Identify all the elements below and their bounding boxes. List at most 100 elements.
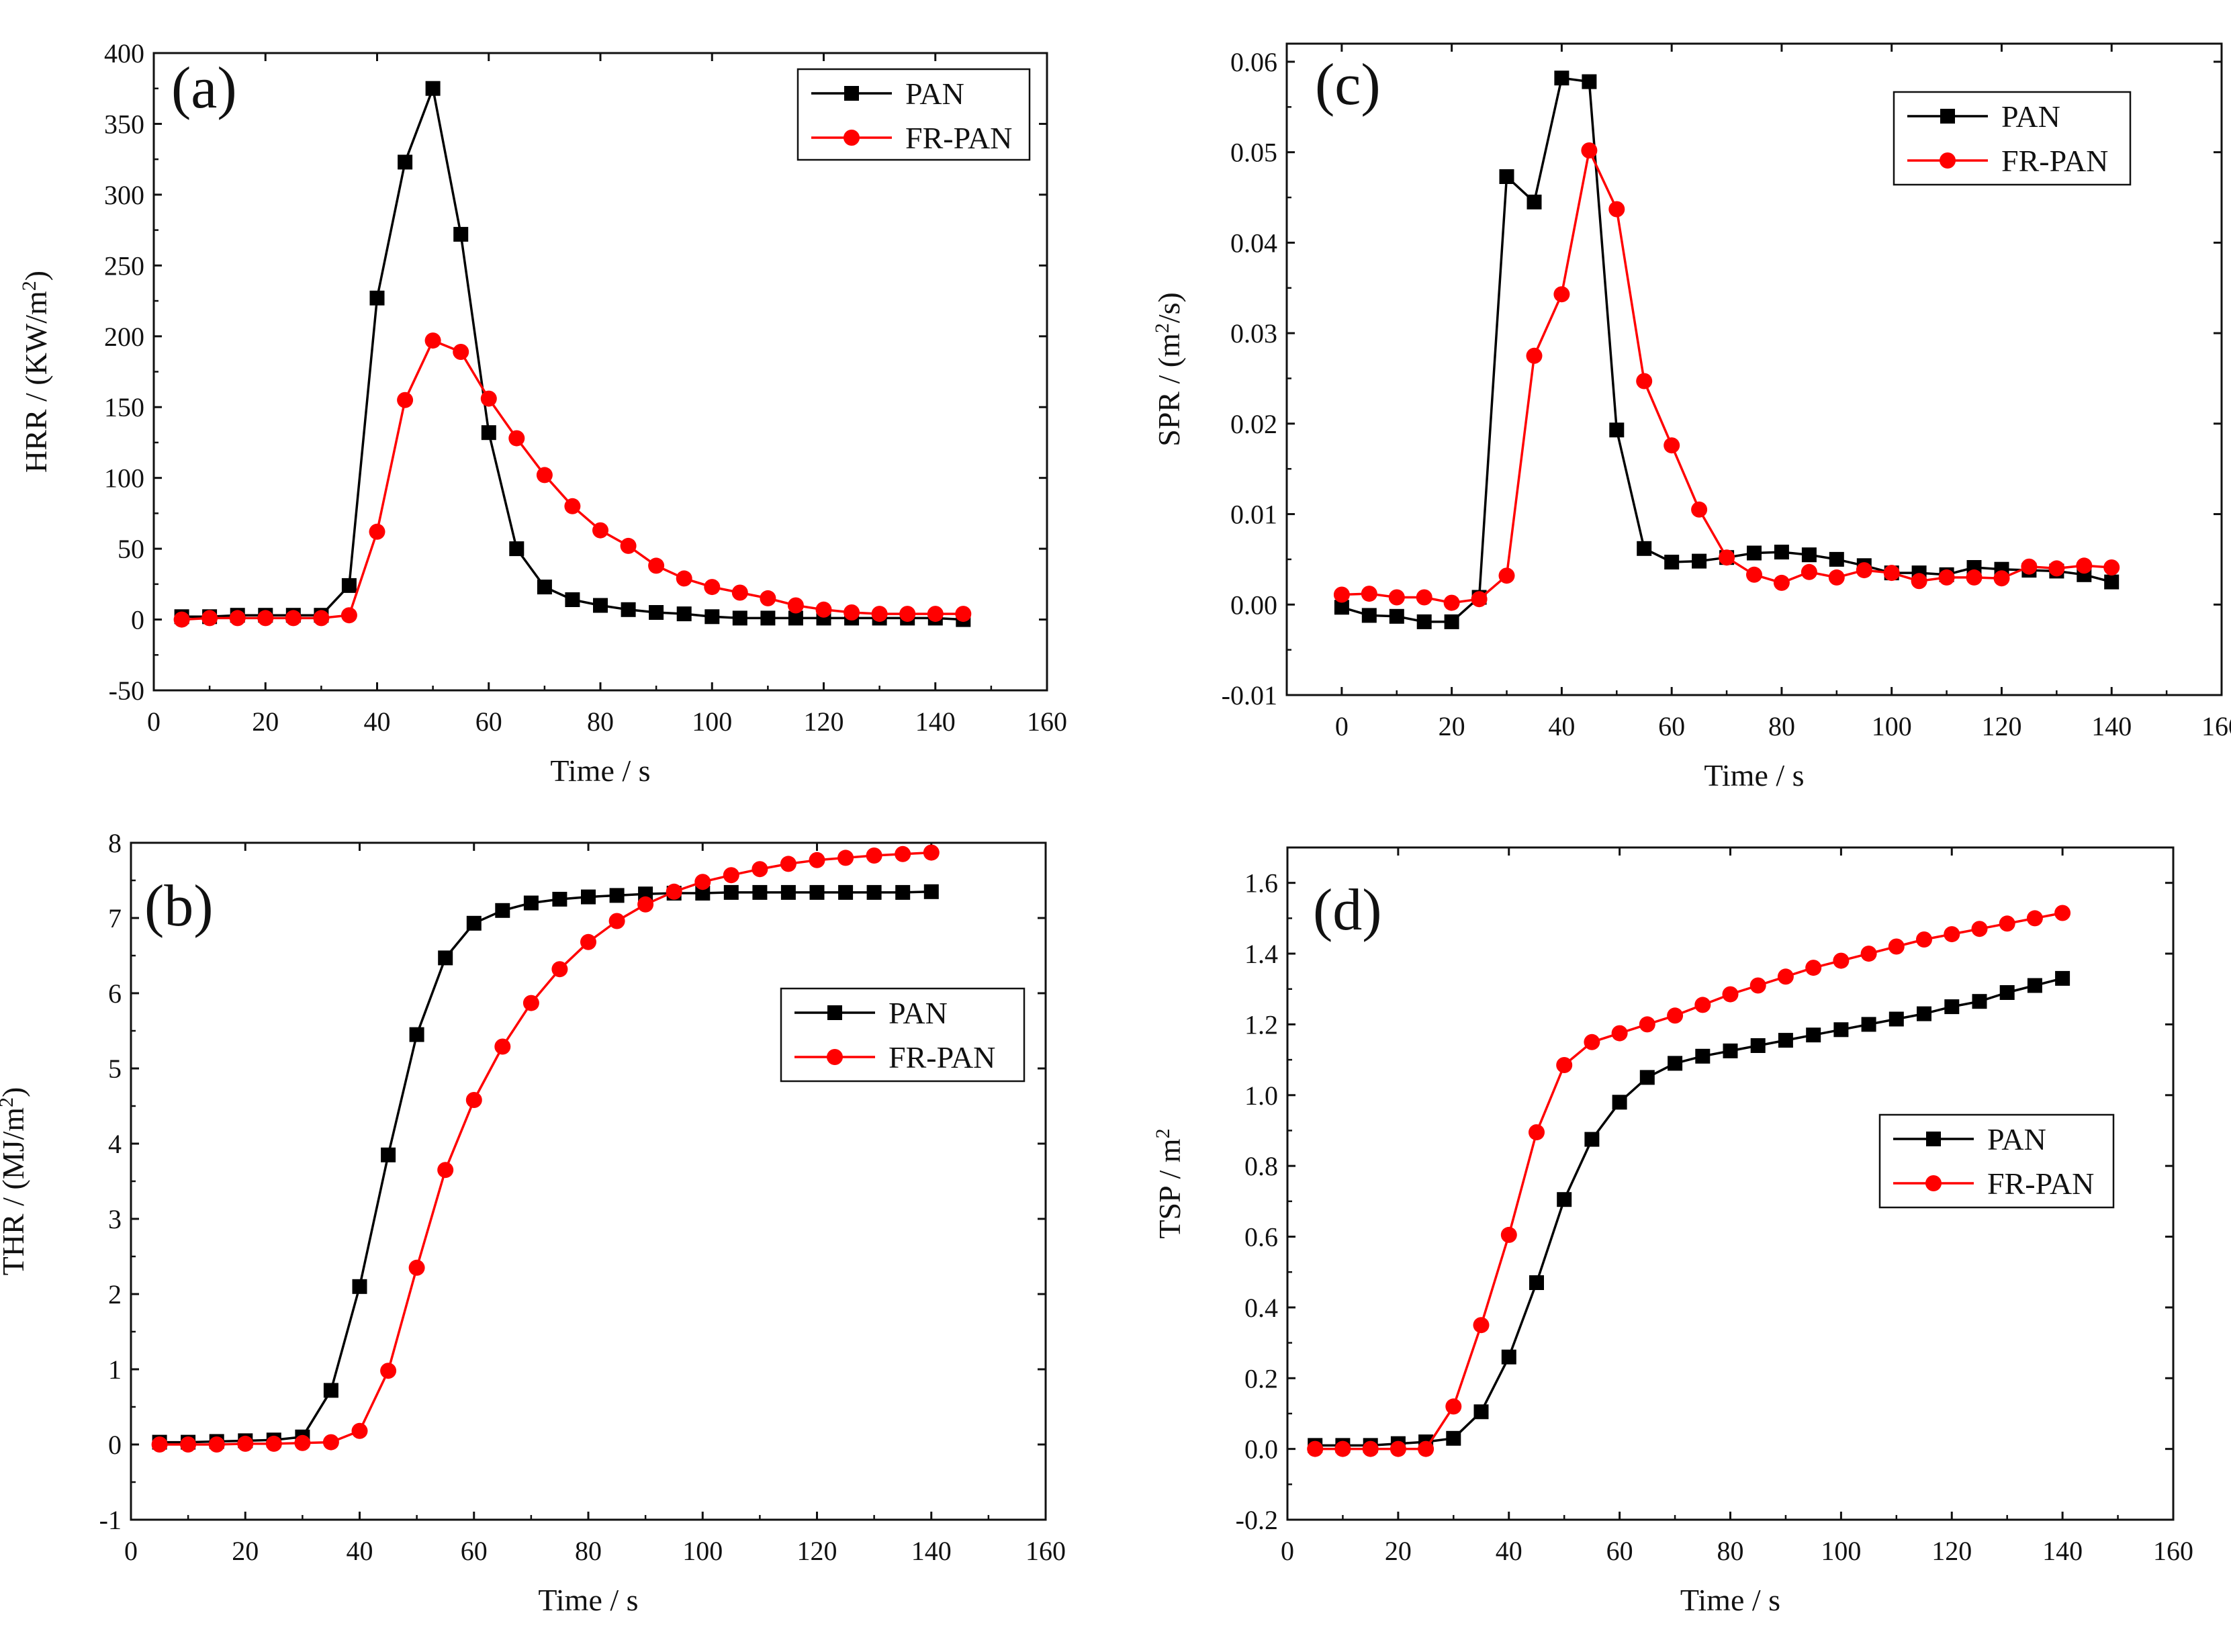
data-point-fr-pan — [1993, 570, 2010, 587]
data-point-pan — [1444, 614, 1459, 629]
y-axis-title-superscript: 2 — [18, 281, 40, 291]
data-point-pan — [1829, 551, 1844, 567]
y-axis-title-superscript: 2 — [1151, 323, 1173, 333]
x-tick-label: 40 — [347, 1536, 373, 1566]
data-point-pan — [1861, 1017, 1876, 1032]
data-point-pan — [466, 915, 482, 931]
y-tick-label: 250 — [104, 250, 144, 281]
data-point-fr-pan — [453, 344, 469, 360]
data-point-fr-pan — [208, 1436, 225, 1453]
x-tick-label: 20 — [1385, 1536, 1412, 1566]
data-point-fr-pan — [237, 1435, 254, 1452]
x-tick-label: 40 — [364, 706, 391, 737]
data-point-pan — [1557, 1192, 1572, 1207]
x-tick-label: 80 — [1717, 1536, 1744, 1566]
data-point-pan — [1664, 555, 1680, 569]
legend-label-fr-pan: FR-PAN — [2001, 144, 2108, 178]
data-point-fr-pan — [294, 1434, 311, 1451]
data-point-fr-pan — [1390, 1440, 1406, 1457]
legend-label-fr-pan: FR-PAN — [1987, 1166, 2094, 1201]
legend-marker-fr-pan — [844, 130, 860, 146]
data-point-fr-pan — [1639, 1016, 1655, 1033]
data-point-pan — [676, 606, 692, 622]
data-point-fr-pan — [927, 606, 944, 623]
data-point-pan — [438, 950, 453, 966]
y-axis-title-main: HRR / (KW/m — [19, 291, 53, 473]
y-tick-label: 150 — [104, 392, 144, 422]
data-point-fr-pan — [1611, 1025, 1628, 1042]
data-point-pan — [1334, 600, 1349, 615]
data-point-fr-pan — [955, 606, 972, 623]
y-axis-title: TSP / m2 — [1152, 1128, 1187, 1238]
data-point-pan — [838, 884, 854, 900]
legend-box — [1893, 91, 2132, 186]
data-point-fr-pan — [1883, 565, 1900, 582]
x-tick-label: 80 — [575, 1536, 602, 1566]
y-axis-title-main: THR / (MJ/m — [0, 1107, 30, 1276]
legend-marker-fr-pan — [827, 1049, 843, 1065]
legend-label-fr-pan: FR-PAN — [905, 121, 1012, 155]
data-point-fr-pan — [1333, 586, 1350, 603]
data-point-fr-pan — [564, 498, 581, 514]
data-point-fr-pan — [1362, 1440, 1379, 1457]
data-point-fr-pan — [760, 590, 776, 606]
x-tick-label: 40 — [1496, 1536, 1522, 1566]
x-tick-label: 20 — [1439, 711, 1465, 741]
x-tick-label: 140 — [915, 706, 956, 737]
y-tick-label: 1.4 — [1244, 939, 1278, 969]
data-point-pan — [649, 605, 664, 620]
data-point-pan — [1416, 614, 1432, 629]
data-point-pan — [809, 884, 825, 900]
y-tick-label: 0.2 — [1244, 1363, 1278, 1393]
legend-marker-pan — [1940, 109, 1955, 124]
legend-box — [780, 987, 1026, 1083]
data-point-fr-pan — [871, 606, 888, 623]
data-point-fr-pan — [1916, 931, 1932, 948]
data-point-pan — [695, 886, 711, 901]
data-point-fr-pan — [844, 604, 860, 621]
data-point-fr-pan — [1828, 569, 1845, 586]
data-point-pan — [1972, 994, 1987, 1009]
data-point-fr-pan — [380, 1363, 397, 1379]
x-tick-label: 160 — [2153, 1536, 2193, 1566]
data-point-pan — [1668, 1056, 1683, 1071]
y-tick-label: 4 — [108, 1129, 122, 1159]
data-point-fr-pan — [923, 844, 940, 861]
data-point-fr-pan — [1608, 201, 1625, 218]
x-tick-label: 60 — [475, 706, 502, 737]
data-point-fr-pan — [608, 913, 625, 929]
x-tick-label: 160 — [1026, 1536, 1066, 1566]
legend-label-fr-pan: FR-PAN — [889, 1040, 995, 1074]
data-point-fr-pan — [723, 867, 739, 884]
data-point-pan — [866, 884, 882, 900]
y-axis-title-tail: /s) — [1152, 292, 1186, 323]
y-tick-label: 5 — [108, 1054, 122, 1084]
x-tick-label: 60 — [461, 1536, 488, 1566]
y-axis-title: THR / (MJ/m2) — [0, 1087, 30, 1276]
data-point-pan — [1361, 608, 1377, 623]
data-point-pan — [581, 889, 596, 905]
y-tick-label: -1 — [99, 1505, 122, 1535]
data-point-pan — [788, 610, 803, 626]
y-tick-label: 0.4 — [1244, 1293, 1278, 1323]
y-tick-label: 3 — [108, 1204, 122, 1234]
data-point-fr-pan — [1888, 938, 1905, 955]
y-axis-title-tail: ) — [19, 271, 53, 281]
data-point-pan — [481, 425, 496, 441]
data-point-fr-pan — [1860, 946, 1877, 962]
data-point-fr-pan — [704, 579, 721, 596]
data-point-pan — [1692, 553, 1707, 569]
data-point-pan — [523, 895, 539, 911]
data-point-fr-pan — [780, 856, 796, 872]
data-point-fr-pan — [1334, 1440, 1351, 1457]
data-point-fr-pan — [1694, 997, 1711, 1013]
data-point-pan — [2027, 978, 2042, 993]
data-point-pan — [1529, 1275, 1544, 1290]
y-axis-title-tail: ) — [0, 1087, 30, 1097]
data-point-fr-pan — [522, 995, 539, 1011]
data-point-fr-pan — [1471, 591, 1488, 608]
legend-marker-pan — [844, 86, 859, 101]
y-tick-label: 400 — [104, 38, 144, 68]
